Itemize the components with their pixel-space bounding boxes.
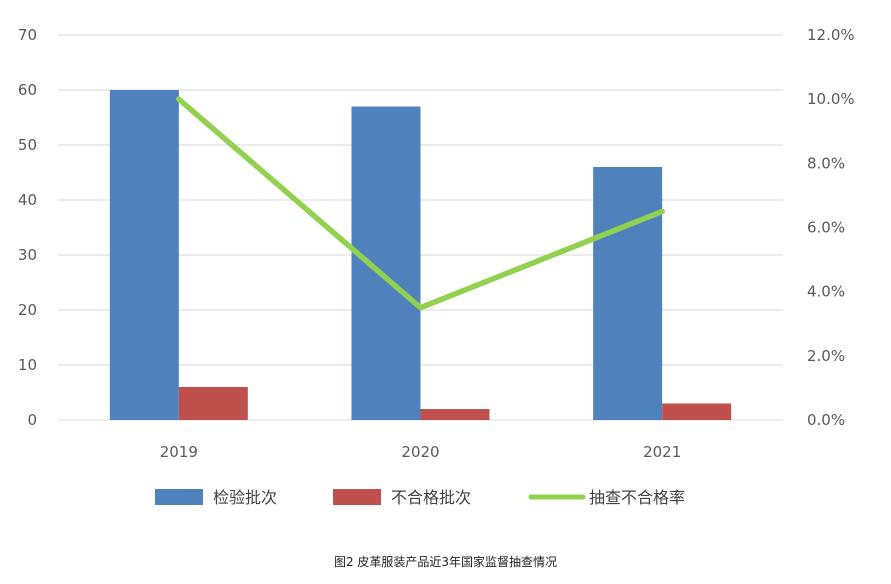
legend-label: 抽查不合格率 — [589, 488, 685, 507]
legend-label: 检验批次 — [213, 488, 277, 507]
right-axis-tick-label: 2.0% — [807, 347, 845, 365]
legend: 检验批次 不合格批次 抽查不合格率 — [155, 488, 685, 507]
bar-检验批次-2019 — [110, 90, 179, 420]
left-axis-tick-label: 20 — [18, 301, 37, 319]
bar-不合格批次-2020 — [421, 409, 490, 420]
left-axis-tick-label: 60 — [18, 81, 37, 99]
legend-label: 不合格批次 — [391, 488, 471, 507]
chart-caption: 图2 皮革服装产品近3年国家监督抽查情况 — [334, 554, 557, 569]
left-axis-tick-label: 30 — [18, 246, 37, 264]
right-axis-tick-label: 12.0% — [807, 26, 855, 44]
right-axis-tick-label: 0.0% — [807, 411, 845, 429]
left-axis-tick-label: 70 — [18, 26, 37, 44]
right-axis-tick-label: 8.0% — [807, 154, 845, 172]
right-axis-tick-label: 6.0% — [807, 219, 845, 237]
legend-swatch-bar — [333, 489, 381, 505]
left-axis-tick-label: 50 — [18, 136, 37, 154]
x-axis-tick-label: 2019 — [160, 443, 198, 461]
right-axis-tick-label: 4.0% — [807, 283, 845, 301]
x-axis: 2019 2020 2021 — [160, 443, 682, 461]
left-axis-tick-label: 10 — [18, 356, 37, 374]
bar-不合格批次-2019 — [179, 387, 248, 420]
bar-检验批次-2021 — [593, 167, 662, 420]
left-axis-tick-label: 0 — [27, 411, 37, 429]
left-axis: 0 10 20 30 40 50 60 70 — [18, 26, 37, 429]
x-axis-tick-label: 2020 — [401, 443, 439, 461]
x-axis-tick-label: 2021 — [643, 443, 681, 461]
bar-不合格批次-2021 — [662, 404, 731, 421]
bar-检验批次-2020 — [352, 107, 421, 421]
legend-swatch-bar — [155, 489, 203, 505]
left-axis-tick-label: 40 — [18, 191, 37, 209]
right-axis-tick-label: 10.0% — [807, 90, 855, 108]
right-axis: 0.0% 2.0% 4.0% 6.0% 8.0% 10.0% 12.0% — [807, 26, 855, 429]
